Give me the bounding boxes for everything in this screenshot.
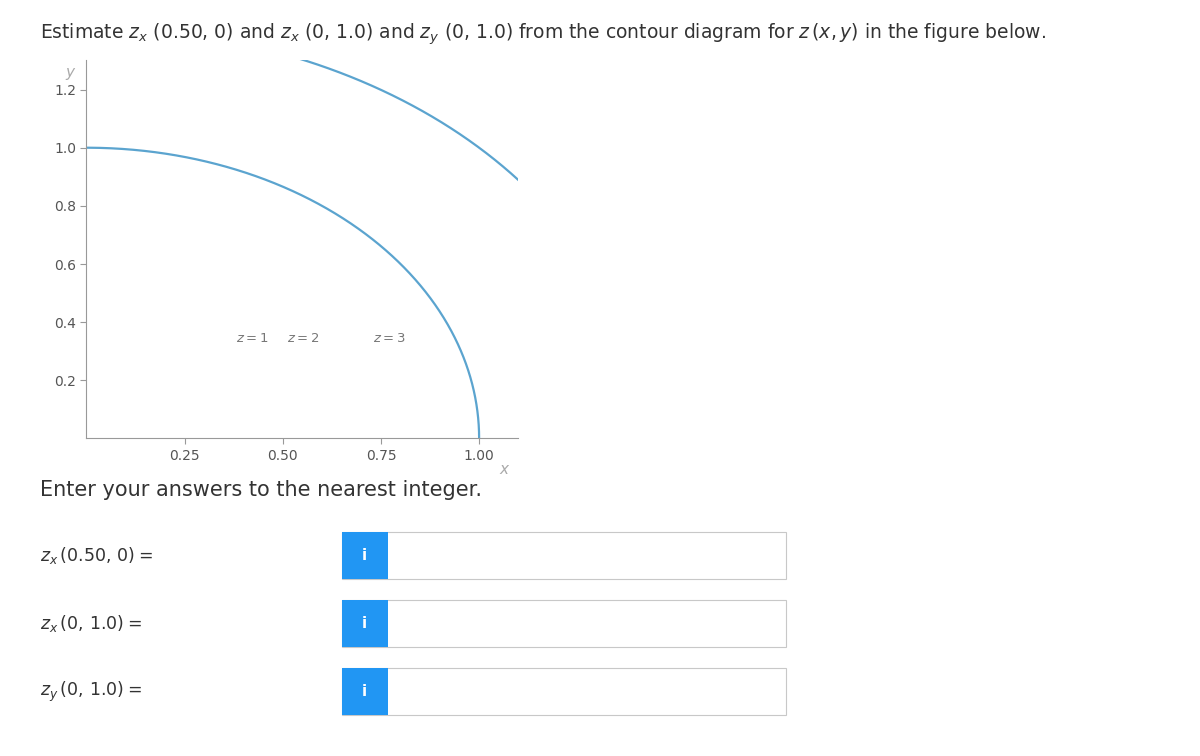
Text: Estimate $z_x$ (0.50, 0) and $z_x$ (0, 1.0) and $z_y$ (0, 1.0) from the contour : Estimate $z_x$ (0.50, 0) and $z_x$ (0, 1… (40, 21, 1045, 47)
Text: i: i (362, 684, 367, 699)
Text: $z_y\,(0,\,1.0) =$: $z_y\,(0,\,1.0) =$ (40, 680, 142, 704)
Text: $z_x\,(0.50,\,0) =$: $z_x\,(0.50,\,0) =$ (40, 545, 152, 566)
Text: $x$: $x$ (499, 462, 510, 477)
Text: $y$: $y$ (65, 67, 77, 82)
Text: $z = 1$: $z = 1$ (235, 333, 268, 345)
Text: $z = 2$: $z = 2$ (287, 333, 319, 345)
Text: i: i (362, 548, 367, 563)
Text: $z = 3$: $z = 3$ (373, 333, 406, 345)
Text: $z_x\,(0,\,1.0) =$: $z_x\,(0,\,1.0) =$ (40, 613, 142, 634)
Text: Enter your answers to the nearest integer.: Enter your answers to the nearest intege… (40, 480, 481, 500)
Text: i: i (362, 616, 367, 631)
